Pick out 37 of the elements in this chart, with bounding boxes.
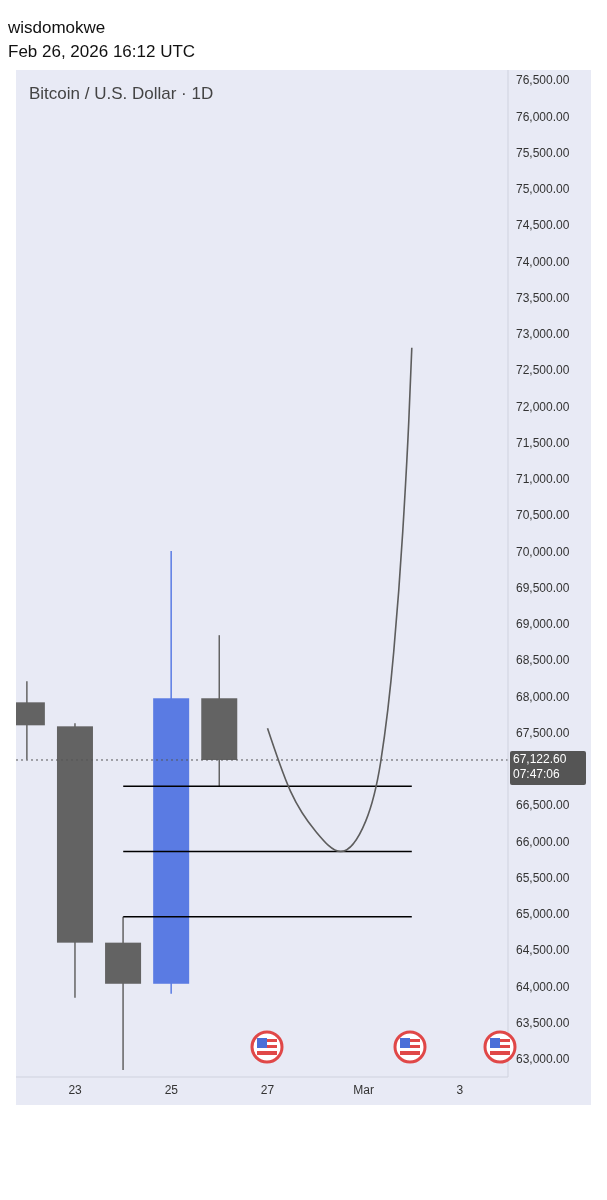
- y-tick-label: 65,500.00: [516, 870, 570, 885]
- x-tick-label: 23: [68, 1082, 83, 1097]
- y-tick-label: 71,000.00: [516, 472, 570, 487]
- y-tick-label: 74,000.00: [516, 254, 570, 269]
- y-tick-label: 66,000.00: [516, 834, 570, 849]
- y-tick-label: 64,000.00: [516, 979, 570, 994]
- x-tick-label: 3: [456, 1082, 464, 1097]
- y-tick-label: 67,500.00: [516, 725, 570, 740]
- text: Bitcoin / U.S. Dollar · 1D: [29, 84, 214, 104]
- x-tick-label: Mar: [353, 1082, 375, 1097]
- y-tick-label: 73,500.00: [516, 290, 570, 305]
- y-tick-label: 69,000.00: [516, 617, 570, 632]
- y-tick-label: 72,000.00: [516, 399, 570, 414]
- y-tick-label: 72,500.00: [516, 363, 570, 378]
- x-tick-label: 25: [164, 1082, 179, 1097]
- y-tick-label: 64,500.00: [516, 943, 570, 958]
- y-tick-label: 65,000.00: [516, 907, 570, 922]
- y-tick-label: 71,500.00: [516, 435, 570, 450]
- y-tick-label: 69,500.00: [516, 580, 570, 595]
- y-tick-label: 76,000.00: [516, 109, 570, 124]
- y-tick-label: 75,000.00: [516, 182, 570, 197]
- y-tick-label: 63,500.00: [516, 1015, 570, 1030]
- y-tick-label: 70,000.00: [516, 544, 570, 559]
- y-tick-label: 68,500.00: [516, 653, 570, 668]
- y-tick-label: 70,500.00: [516, 508, 570, 523]
- y-tick-label: 76,500.00: [516, 73, 570, 88]
- y-tick-label: 63,000.00: [516, 1052, 570, 1067]
- y-tick-label: 66,500.00: [516, 798, 570, 813]
- y-tick-label: 68,000.00: [516, 689, 570, 704]
- text: 07:47:06: [513, 766, 561, 781]
- x-tick-label: 27: [260, 1082, 275, 1097]
- text: wisdomokwe: [8, 17, 107, 39]
- y-tick-label: 73,000.00: [516, 327, 570, 342]
- ref-line-label: 67,122.60: [513, 751, 567, 766]
- y-tick-label: 74,500.00: [516, 218, 570, 233]
- text: Feb 26, 2026 16:12 UTC: [8, 41, 197, 63]
- y-tick-label: 75,500.00: [516, 145, 570, 160]
